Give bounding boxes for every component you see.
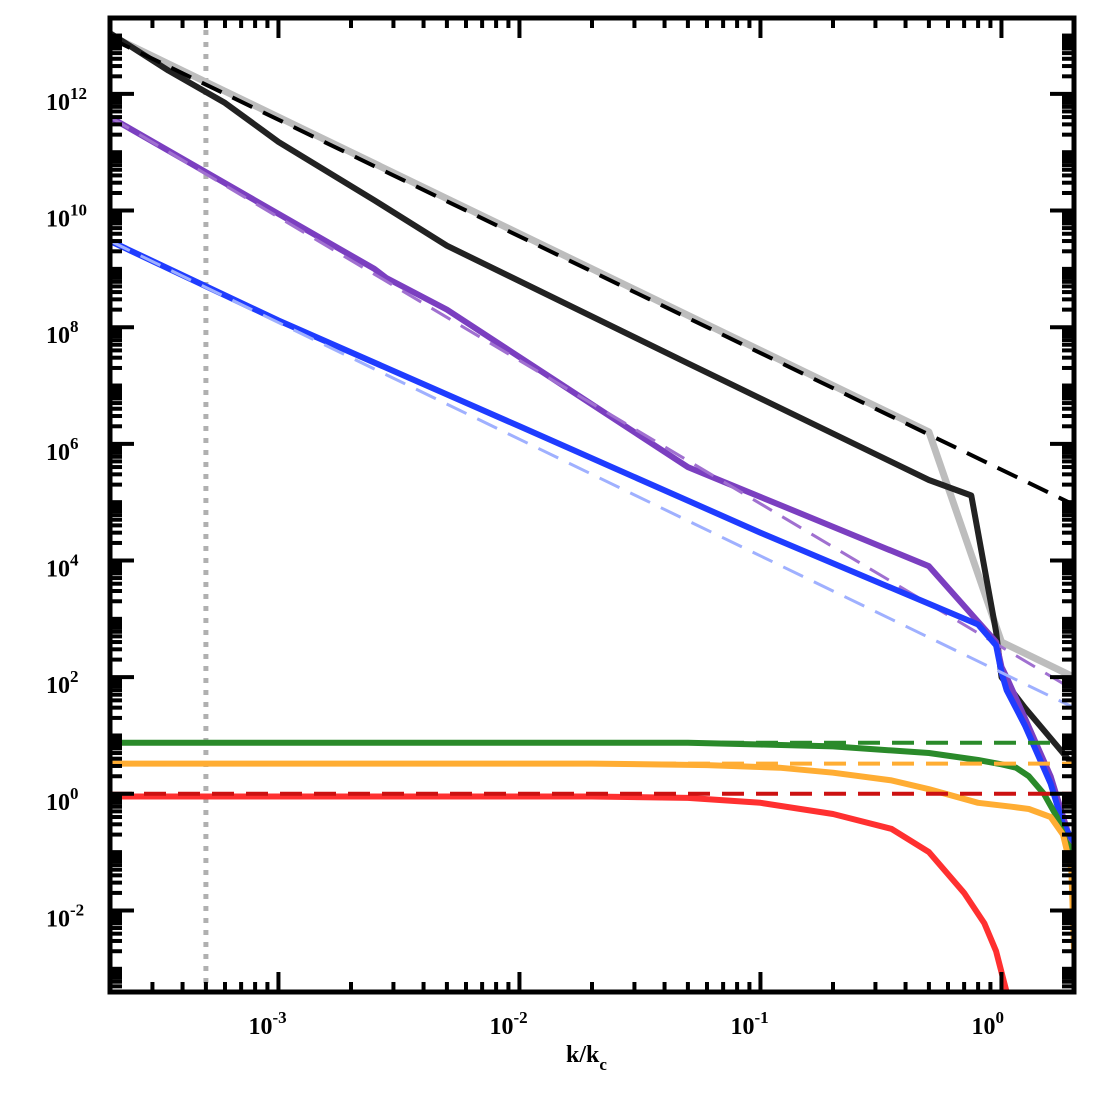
plot-frame <box>107 15 1077 995</box>
series-line-2 <box>110 30 1074 768</box>
series-line-1 <box>110 32 1074 681</box>
y-tick-label: 106 <box>46 434 79 466</box>
x-tick-label: 10-1 <box>730 1008 768 1040</box>
x-tick-label: 10-2 <box>489 1008 527 1040</box>
tick-label-layer: 10-3 10-2 10-1 100 10-2 100 102 104 106 108 1010 10… <box>46 84 1004 1040</box>
series-line-6 <box>110 238 1074 844</box>
x-axis-title: k/kc <box>566 1042 607 1074</box>
series-line-7 <box>110 239 1074 710</box>
y-tick-label: 102 <box>46 667 79 699</box>
y-tick-label: 10-2 <box>46 900 84 932</box>
series-line-3 <box>110 36 1074 507</box>
tick-layer <box>108 16 1076 994</box>
y-tick-label: 1010 <box>46 201 87 233</box>
y-tick-label: 1012 <box>46 84 87 116</box>
x-tick-label: 100 <box>971 1008 1004 1040</box>
series-line-12 <box>110 793 1010 992</box>
y-tick-label: 108 <box>46 317 79 349</box>
x-tick-label: 10-3 <box>248 1008 286 1040</box>
series-line-10 <box>110 760 1074 952</box>
y-tick-label: 100 <box>46 784 79 816</box>
y-tick-label: 104 <box>46 551 79 583</box>
series-layer <box>110 30 1074 992</box>
